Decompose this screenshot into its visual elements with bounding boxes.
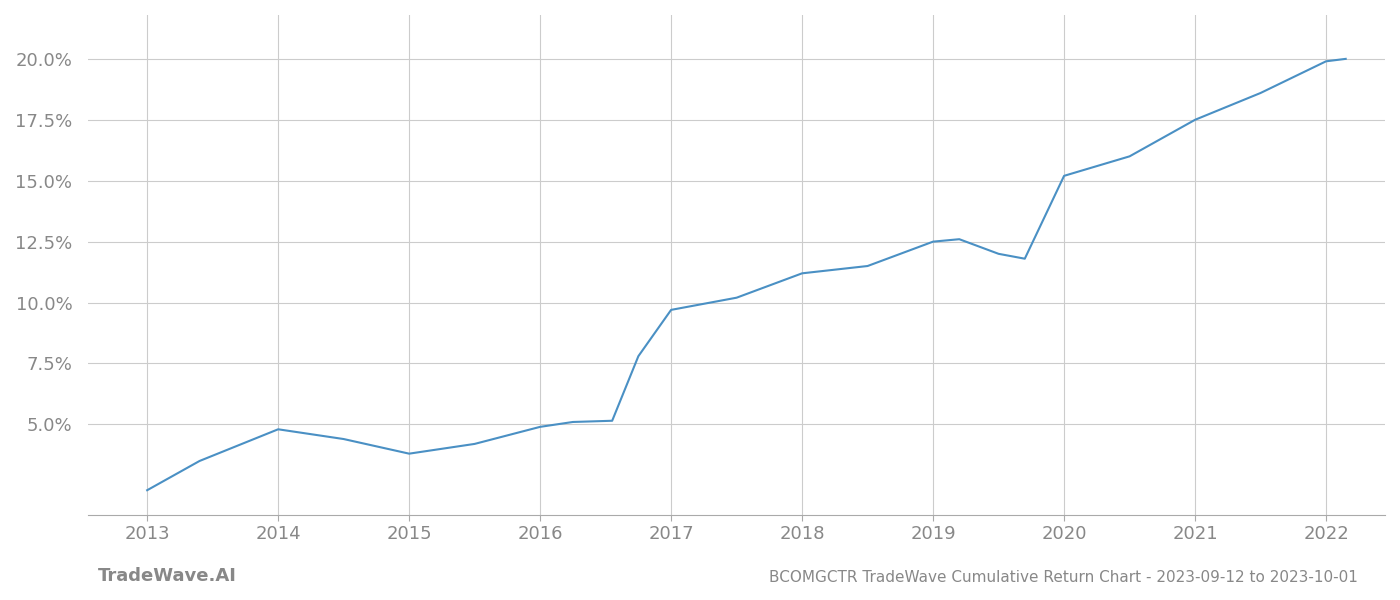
Text: TradeWave.AI: TradeWave.AI (98, 567, 237, 585)
Text: BCOMGCTR TradeWave Cumulative Return Chart - 2023-09-12 to 2023-10-01: BCOMGCTR TradeWave Cumulative Return Cha… (769, 570, 1358, 585)
